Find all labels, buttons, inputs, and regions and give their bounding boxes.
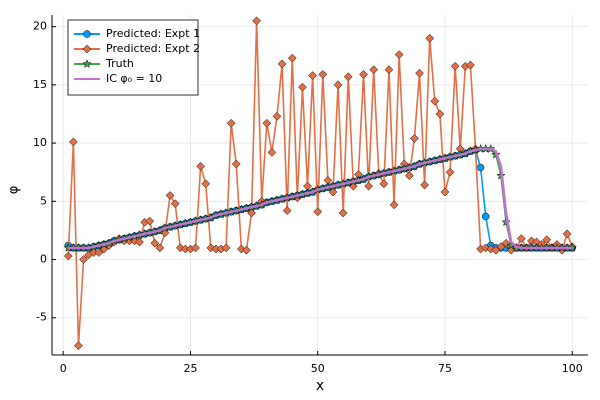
point xyxy=(170,199,180,208)
point xyxy=(318,70,328,79)
x-tick-label: 25 xyxy=(183,362,197,375)
series-line xyxy=(68,147,573,250)
point xyxy=(94,248,104,257)
point xyxy=(313,207,323,217)
point xyxy=(150,238,160,248)
point xyxy=(201,179,211,189)
point xyxy=(63,251,73,261)
point xyxy=(165,191,175,200)
point xyxy=(389,200,399,210)
point xyxy=(242,245,251,255)
legend-label: Predicted: Expt 2 xyxy=(106,42,200,55)
point xyxy=(562,229,572,239)
point xyxy=(404,171,414,181)
point xyxy=(476,163,485,172)
point xyxy=(308,71,317,80)
point xyxy=(262,118,272,128)
point xyxy=(415,68,424,78)
point xyxy=(298,82,307,92)
point xyxy=(267,148,277,157)
point xyxy=(338,208,348,218)
point xyxy=(445,167,455,177)
point xyxy=(79,255,88,264)
legend-label: Predicted: Expt 1 xyxy=(106,27,200,40)
point xyxy=(435,109,445,119)
point xyxy=(394,50,404,59)
x-tick-label: 75 xyxy=(438,362,452,375)
point xyxy=(496,242,506,252)
legend: Predicted: Expt 1 Predicted: Expt 2 Truth I… xyxy=(67,19,200,96)
x-axis-label: x xyxy=(316,378,324,394)
x-tick-label: 0 xyxy=(60,362,67,375)
point xyxy=(252,16,261,26)
point xyxy=(191,243,200,253)
point xyxy=(410,134,419,143)
legend-label: IC φ₀ = 10 xyxy=(106,72,162,85)
point xyxy=(74,341,83,351)
point xyxy=(384,65,394,75)
point xyxy=(450,61,460,71)
point xyxy=(359,70,368,79)
x-tick-label: 50 xyxy=(311,362,325,375)
y-tick-label: 15 xyxy=(33,78,47,91)
legend-marker xyxy=(82,59,92,68)
legend-marker xyxy=(82,44,92,54)
point xyxy=(196,162,205,171)
point xyxy=(221,243,231,253)
point xyxy=(277,59,287,69)
point xyxy=(231,159,241,169)
point xyxy=(155,243,165,253)
point xyxy=(466,60,475,70)
point xyxy=(272,111,282,121)
point xyxy=(430,96,440,106)
point xyxy=(282,206,292,215)
y-tick-label: -5 xyxy=(36,311,47,324)
y-tick-label: 0 xyxy=(40,253,47,266)
legend-label: Truth xyxy=(105,57,134,70)
point xyxy=(379,179,389,189)
point xyxy=(516,234,526,243)
point xyxy=(226,118,236,128)
point xyxy=(369,65,379,75)
x-tick-label: 100 xyxy=(562,362,583,375)
y-tick-label: 5 xyxy=(40,194,47,207)
y-tick-label: 10 xyxy=(33,136,47,149)
point xyxy=(425,33,435,43)
y-tick-label: 20 xyxy=(33,20,47,33)
point xyxy=(440,187,450,197)
point xyxy=(501,217,511,227)
legend-marker xyxy=(83,30,91,38)
point xyxy=(420,180,429,190)
point xyxy=(135,237,144,247)
y-axis-label: φ xyxy=(7,186,22,195)
point xyxy=(287,53,297,63)
point xyxy=(145,216,155,226)
point xyxy=(333,80,343,90)
point xyxy=(69,137,78,147)
point xyxy=(343,72,353,82)
point xyxy=(364,181,373,191)
point xyxy=(491,245,501,255)
point xyxy=(481,212,490,221)
